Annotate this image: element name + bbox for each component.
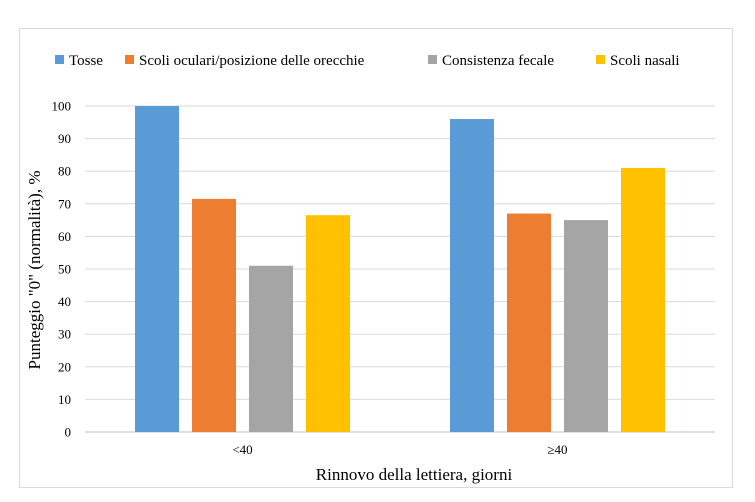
legend: Tosse Scoli oculari/posizione delle orecc… [55,53,680,69]
x-tick-label: ≥40 [547,442,567,457]
legend-swatch [55,55,64,64]
y-tick-label: 90 [58,131,71,146]
legend-swatch [428,55,437,64]
bar-scoli-oculari-posizione-delle-orecchie-1 [507,213,551,432]
legend-label: Scoli oculari/posizione delle orecchie [139,53,365,69]
legend-swatch [596,55,605,64]
bar-consistenza-fecale-1 [564,220,608,432]
y-tick-labels: 0 10 20 30 40 50 60 70 80 90 100 [52,99,72,440]
y-tick-label: 50 [58,262,71,277]
legend-label: Tosse [69,53,103,69]
legend-swatch [125,55,134,64]
legend-label: Scoli nasali [610,53,680,69]
bar-consistenza-fecale-0 [249,265,293,432]
x-tick-label: <40 [232,442,252,457]
bar-tosse-1 [450,119,494,432]
y-tick-label: 10 [58,392,71,407]
x-tick-labels: <40 ≥40 [232,442,567,457]
y-tick-label: 0 [65,425,72,440]
y-tick-label: 80 [58,164,71,179]
y-tick-label: 40 [58,294,71,309]
gridlines [85,105,715,433]
y-axis-title: Punteggio "0" (normalità), % [25,171,44,370]
y-tick-label: 60 [58,229,71,244]
y-tick-label: 100 [52,99,72,114]
bar-scoli-oculari-posizione-delle-orecchie-0 [192,198,236,432]
y-tick-label: 70 [58,196,71,211]
bar-scoli-nasali-0 [306,215,350,432]
y-tick-label: 30 [58,327,71,342]
bar-scoli-nasali-1 [621,167,665,432]
bar-tosse-0 [135,106,179,432]
y-tick-label: 20 [58,359,71,374]
x-axis-title: Rinnovo della lettiera, giorni [316,465,513,484]
bars [135,106,665,432]
chart-frame [19,28,733,488]
legend-label: Consistenza fecale [442,53,554,69]
